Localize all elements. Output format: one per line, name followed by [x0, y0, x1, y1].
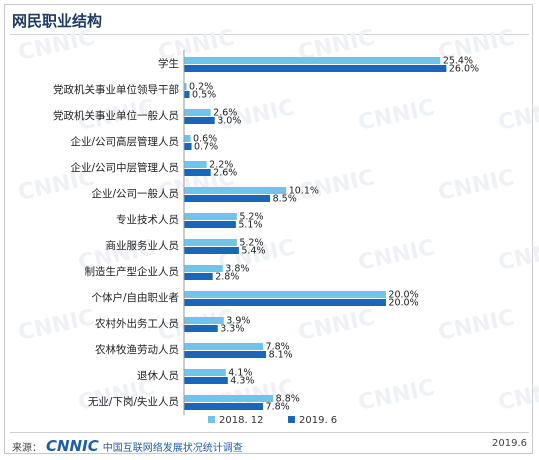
watermark-text: CNNIC [436, 305, 517, 346]
category-label: 党政机关事业单位一般人员 [53, 109, 179, 122]
category-label: 无业/下岗/失业人员 [88, 395, 179, 408]
data-label: 8.8% [276, 394, 300, 405]
data-label: 20.0% [388, 290, 418, 301]
data-label: 8.1% [269, 350, 293, 361]
watermark-text: CNNIC [356, 375, 437, 416]
bar-2019-6 [184, 195, 271, 202]
bar-2019-6 [184, 299, 386, 306]
bar-2018-12 [184, 187, 287, 194]
bar-2018-12 [184, 343, 264, 350]
category-label: 企业/公司中层管理人员 [70, 161, 179, 174]
legend-label: 2019. 6 [299, 415, 337, 426]
data-label: 26.0% [449, 64, 479, 75]
category-label: 退休人员 [137, 370, 179, 382]
bar-2018-12 [184, 265, 223, 272]
data-label: 3.9% [226, 316, 250, 327]
data-label: 0.7% [194, 142, 218, 153]
bar-2019-6 [184, 143, 192, 150]
watermark-text: CNNIC [296, 305, 377, 346]
bar-2019-6 [184, 325, 218, 332]
bar-2018-12 [184, 291, 386, 298]
footer-date: 2019.6 [492, 438, 527, 449]
watermark-text: CNNIC [16, 305, 97, 346]
watermark-text: CNNIC [356, 95, 437, 136]
watermark-text: CNNIC [496, 95, 539, 136]
footer-source-label: 来源： [12, 442, 42, 454]
bar-2019-6 [184, 351, 267, 358]
bar-2018-12 [184, 161, 207, 168]
bar-2018-12 [184, 395, 274, 402]
title-divider [10, 34, 529, 35]
data-label: 4.3% [230, 376, 254, 387]
watermark-text: CNNIC [496, 235, 539, 276]
legend-label: 2018. 12 [219, 415, 264, 426]
bar-2019-6 [184, 247, 239, 254]
watermark-text: CNNIC [436, 165, 517, 206]
bar-2019-6 [184, 273, 213, 280]
data-label: 0.6% [193, 134, 217, 145]
cnnic-logo: CNNIC [46, 437, 99, 455]
watermark-text: CNNIC [16, 25, 97, 66]
data-label: 7.8% [266, 342, 290, 353]
page-title: 网民职业结构 [12, 12, 103, 30]
bar-2019-6 [184, 377, 228, 384]
footer-divider [10, 432, 529, 433]
footer-org: 中国互联网络发展状况统计调查 [102, 442, 243, 454]
chart-frame [4, 4, 533, 454]
category-label: 农村外出务工人员 [95, 317, 179, 330]
footer-source: 来源： CNNIC 中国互联网络发展状况统计调查 [12, 437, 243, 455]
bar-2018-12 [184, 369, 226, 376]
data-label: 5.2% [239, 238, 263, 249]
watermark-text: CNNIC [356, 235, 437, 276]
data-label: 3.0% [217, 116, 241, 127]
data-label: 2.2% [209, 160, 233, 171]
category-label: 党政机关事业单位领导干部 [53, 83, 179, 96]
category-label: 制造生产型企业人员 [85, 265, 180, 278]
legend-swatch-2019-6 [288, 416, 295, 423]
bar-2018-12 [184, 213, 237, 220]
data-label: 2.6% [213, 168, 237, 179]
bar-2019-6 [184, 91, 190, 98]
data-label: 20.0% [388, 298, 418, 309]
bar-2019-6 [184, 403, 264, 410]
data-label: 2.6% [213, 108, 237, 119]
data-label: 2.8% [215, 272, 239, 283]
category-label: 学生 [158, 57, 179, 70]
category-label: 商业服务业人员 [106, 239, 180, 252]
data-label: 8.5% [273, 194, 297, 205]
bar-2019-6 [184, 169, 211, 176]
data-label: 5.4% [241, 246, 265, 257]
data-label: 3.3% [220, 324, 244, 335]
category-label: 专业技术人员 [116, 213, 179, 226]
data-label: 10.1% [289, 186, 319, 197]
legend-swatch-2018-12 [208, 416, 215, 423]
bar-2019-6 [184, 117, 215, 124]
category-label: 农林牧渔劳动人员 [95, 343, 179, 356]
bar-2018-12 [184, 239, 237, 246]
category-label: 企业/公司一般人员 [91, 187, 179, 200]
watermark-text: CNNIC [496, 375, 539, 416]
data-label: 25.4% [443, 56, 473, 67]
data-label: 5.1% [238, 220, 262, 231]
bar-2018-12 [184, 109, 211, 116]
data-label: 0.5% [192, 90, 216, 101]
category-label: 企业/公司高层管理人员 [70, 135, 179, 148]
data-label: 7.8% [266, 402, 290, 413]
data-label: 5.2% [239, 212, 263, 223]
bar-2019-6 [184, 65, 447, 72]
data-label: 4.1% [228, 368, 252, 379]
bar-2018-12 [184, 135, 191, 142]
bar-2018-12 [184, 57, 441, 64]
category-label: 个体户/自由职业者 [91, 291, 179, 304]
bar-2018-12 [184, 83, 187, 90]
bar-2018-12 [184, 317, 224, 324]
data-label: 3.8% [225, 264, 249, 275]
data-label: 0.2% [189, 82, 213, 93]
bar-2019-6 [184, 221, 236, 228]
